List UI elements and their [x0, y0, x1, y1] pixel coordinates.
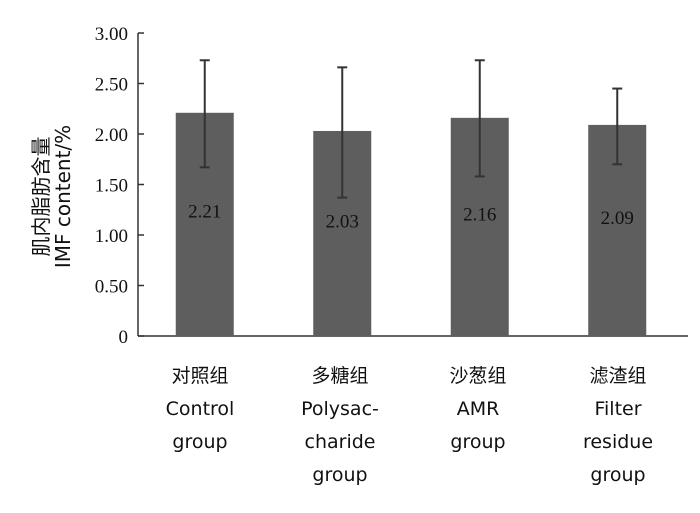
- x-category-label: Polysac-: [301, 398, 379, 420]
- x-category-label: Control: [166, 398, 235, 420]
- y-tick-label: 2.50: [95, 75, 128, 96]
- x-category-label: 沙葱组: [449, 365, 506, 387]
- y-axis: 0 0.50 1.00 1.50 2.00 2.50 3.00: [95, 24, 144, 348]
- x-category-label: group: [590, 464, 645, 486]
- x-category-label: Filter: [594, 398, 641, 420]
- x-category-label: 对照组: [171, 365, 228, 387]
- bar-value-label: 2.16: [463, 204, 496, 225]
- y-tick-label: 0: [119, 327, 129, 348]
- y-axis-title-line: 肌内脂肪含量: [29, 137, 53, 257]
- bar-value-label: 2.21: [188, 202, 221, 223]
- y-tick-label: 1.50: [95, 176, 128, 197]
- y-tick-label: 1.00: [95, 226, 128, 247]
- data-labels: 2.21 2.03 2.16 2.09: [188, 202, 634, 233]
- y-tick-label: 3.00: [95, 24, 128, 45]
- y-tick-label: 2.00: [95, 125, 128, 146]
- category-labels: 对照组 Control group 多糖组 Polysac-charide group 沙葱…: [166, 365, 653, 486]
- x-category-label: charide: [305, 431, 376, 453]
- y-axis-title-line: IMF content/%: [51, 125, 75, 268]
- bars: [175, 112, 647, 336]
- x-category-label: 滤渣组: [589, 365, 646, 387]
- x-category-label: group: [312, 464, 367, 486]
- bar-value-label: 2.03: [326, 211, 359, 232]
- x-category-label: AMR: [457, 398, 500, 420]
- x-category-label: residue: [583, 431, 653, 453]
- x-category-label: group: [172, 431, 227, 453]
- x-category-label: group: [450, 431, 505, 453]
- error-bars: [199, 59, 623, 199]
- y-tick-label: 0.50: [95, 277, 128, 298]
- x-category-label: 多糖组: [311, 365, 368, 387]
- bar-value-label: 2.09: [601, 208, 634, 229]
